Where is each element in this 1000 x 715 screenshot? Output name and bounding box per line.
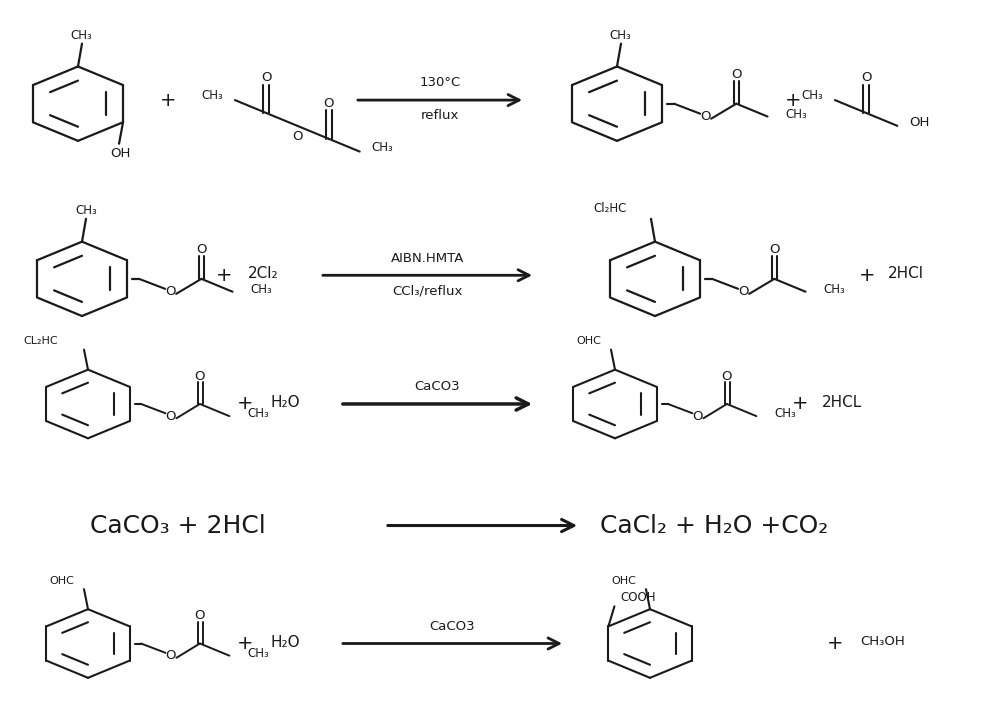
Text: +: + xyxy=(237,395,253,413)
Text: CH₃: CH₃ xyxy=(609,29,631,41)
Text: O: O xyxy=(165,649,176,662)
Text: CaCO3: CaCO3 xyxy=(415,380,460,393)
Text: O: O xyxy=(769,244,780,257)
Text: 2Cl₂: 2Cl₂ xyxy=(248,267,279,281)
Text: O: O xyxy=(195,370,205,383)
Text: CH₃: CH₃ xyxy=(372,141,393,154)
Text: O: O xyxy=(722,370,732,383)
Text: O: O xyxy=(165,285,175,298)
Text: 130°C: 130°C xyxy=(419,77,461,89)
Text: O: O xyxy=(261,71,271,84)
Text: OH: OH xyxy=(110,147,130,159)
Text: 2HCL: 2HCL xyxy=(822,395,862,410)
Text: O: O xyxy=(738,285,748,298)
Text: +: + xyxy=(827,634,843,653)
Text: H₂O: H₂O xyxy=(270,395,300,410)
Text: CaCO3: CaCO3 xyxy=(430,620,475,633)
Text: CH₃: CH₃ xyxy=(247,408,269,420)
Text: CH₃: CH₃ xyxy=(201,89,223,102)
Text: O: O xyxy=(196,244,207,257)
Text: +: + xyxy=(216,266,232,285)
Text: CH₃: CH₃ xyxy=(824,283,845,296)
Text: H₂O: H₂O xyxy=(270,635,300,649)
Text: +: + xyxy=(160,91,176,109)
Text: O: O xyxy=(861,71,871,84)
Text: CH₃: CH₃ xyxy=(247,647,269,660)
Text: O: O xyxy=(292,130,303,143)
Text: O: O xyxy=(700,110,710,123)
Text: +: + xyxy=(792,395,808,413)
Text: OHC: OHC xyxy=(576,336,601,346)
Text: CL₂HC: CL₂HC xyxy=(23,336,58,346)
Text: reflux: reflux xyxy=(421,109,459,122)
Text: CH₃: CH₃ xyxy=(70,29,92,41)
Text: AIBN.HMTA: AIBN.HMTA xyxy=(391,252,464,265)
Text: 2HCl: 2HCl xyxy=(888,267,924,281)
Text: +: + xyxy=(785,91,801,109)
Text: OHC: OHC xyxy=(611,576,636,586)
Text: CaCl₂ + H₂O +CO₂: CaCl₂ + H₂O +CO₂ xyxy=(600,513,828,538)
Text: CH₃: CH₃ xyxy=(786,108,807,121)
Text: CH₃: CH₃ xyxy=(774,408,796,420)
Text: CH₃OH: CH₃OH xyxy=(860,635,905,648)
Text: OHC: OHC xyxy=(49,576,74,586)
Text: OH: OH xyxy=(909,116,930,129)
Text: CCl₃/reflux: CCl₃/reflux xyxy=(392,285,463,297)
Text: O: O xyxy=(692,410,703,423)
Text: O: O xyxy=(731,69,742,82)
Text: CH₃: CH₃ xyxy=(75,204,97,217)
Text: CaCO₃ + 2HCl: CaCO₃ + 2HCl xyxy=(90,513,266,538)
Text: O: O xyxy=(165,410,176,423)
Text: CH₃: CH₃ xyxy=(801,89,823,102)
Text: CH₃: CH₃ xyxy=(251,283,272,296)
Text: O: O xyxy=(195,609,205,622)
Text: +: + xyxy=(237,634,253,653)
Text: Cl₂HC: Cl₂HC xyxy=(594,202,627,215)
Text: O: O xyxy=(323,97,334,109)
Text: COOH: COOH xyxy=(620,591,656,604)
Text: +: + xyxy=(859,266,875,285)
